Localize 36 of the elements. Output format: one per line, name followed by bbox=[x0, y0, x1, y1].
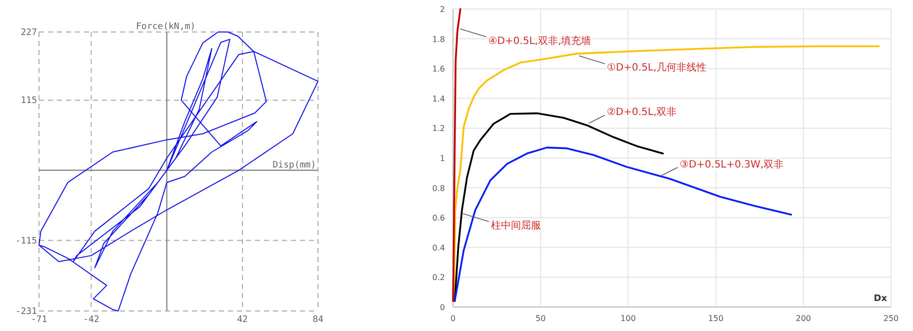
line-series bbox=[452, 8, 462, 302]
y-tick-label: 0.8 bbox=[432, 184, 445, 193]
y-tick-label: 0.6 bbox=[432, 214, 445, 223]
x-axis-title: Disp(mm) bbox=[272, 160, 316, 170]
y-axis-title: Force(kN,m) bbox=[136, 22, 196, 32]
x-tick-label: 42 bbox=[236, 315, 248, 325]
y-tick-label: -115 bbox=[15, 236, 37, 246]
y-tick-label: 115 bbox=[20, 96, 37, 106]
annotation: 柱中间屈服 bbox=[490, 220, 541, 232]
x-tick-label: 150 bbox=[708, 314, 724, 323]
line-series bbox=[38, 32, 318, 312]
annotation: ①D+0.5L,几何非线性 bbox=[606, 62, 707, 74]
y-tick-label: 1.4 bbox=[432, 94, 445, 104]
x-tick-label: 84 bbox=[312, 315, 324, 325]
x-tick-label: -71 bbox=[30, 315, 48, 325]
x-tick-label: -42 bbox=[83, 315, 100, 325]
y-tick-label: 1 bbox=[440, 154, 445, 163]
y-tick-label: 0.2 bbox=[432, 273, 445, 282]
y-tick-label: -231 bbox=[15, 307, 37, 317]
x-tick-label: 200 bbox=[796, 314, 812, 323]
x-axis-title: Dx bbox=[874, 294, 888, 304]
annotation: ④D+0.5L,双非,填充墙 bbox=[488, 34, 592, 47]
y-tick-label: 227 bbox=[20, 28, 37, 38]
line-series bbox=[454, 146, 792, 302]
x-tick-label: 0 bbox=[450, 314, 456, 323]
y-tick-label: 1.6 bbox=[432, 64, 445, 74]
annotation: ②D+0.5L,双非 bbox=[606, 106, 677, 118]
y-tick-label: 2 bbox=[440, 5, 445, 14]
x-tick-label: 250 bbox=[883, 314, 899, 323]
y-tick-label: 0.4 bbox=[432, 243, 445, 252]
y-tick-label: 1.2 bbox=[432, 124, 445, 134]
x-tick-label: 50 bbox=[536, 314, 546, 323]
x-tick-label: 100 bbox=[620, 314, 636, 323]
annotation: ③D+0.5L+0.3W,双非 bbox=[680, 158, 784, 170]
y-tick-label: 1.8 bbox=[432, 34, 445, 44]
y-tick-label: 0 bbox=[440, 303, 445, 312]
